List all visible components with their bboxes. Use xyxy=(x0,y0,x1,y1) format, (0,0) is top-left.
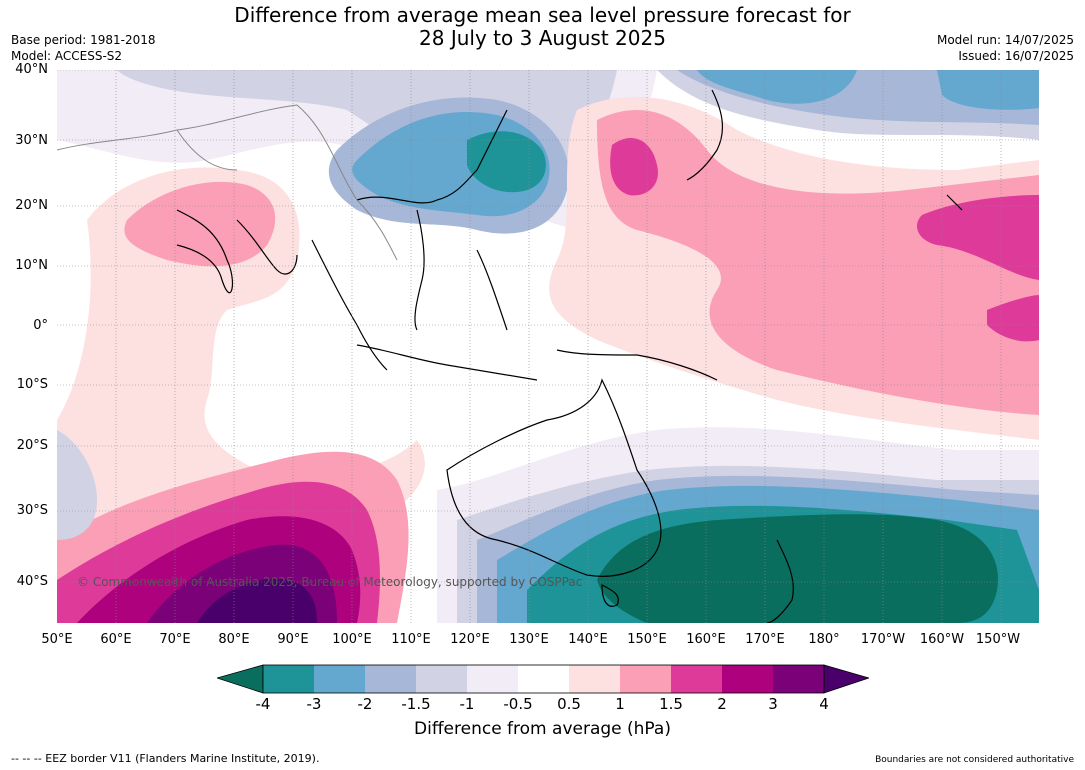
title-line-1: Difference from average mean sea level p… xyxy=(234,3,851,27)
model-run: Model run: 14/07/2025 xyxy=(936,33,1074,47)
lon-label: 150°W xyxy=(975,632,1021,647)
colorbar-tick: 2 xyxy=(717,695,727,713)
colorbar-segment xyxy=(569,665,620,693)
contour-wpac-pos-5 xyxy=(987,295,1039,342)
country-borders xyxy=(57,104,398,261)
contour-ecs-low-3 xyxy=(467,131,546,193)
lon-label: 160°W xyxy=(919,632,965,647)
boundary-disclaimer: Boundaries are not considered authoritat… xyxy=(875,755,1074,765)
lon-label: 170°E xyxy=(745,632,785,647)
lon-label: 70°E xyxy=(159,632,191,647)
colorbar-segment xyxy=(365,665,416,693)
colorbar-segment xyxy=(467,665,518,693)
map-canvas xyxy=(57,70,1039,623)
copyright-notice: © Commonwealth of Australia 2025, Bureau… xyxy=(77,575,583,589)
colorbar xyxy=(215,664,871,694)
chart-title: Difference from average mean sea level p… xyxy=(0,4,1085,50)
colorbar-segment xyxy=(416,665,467,693)
colorbar-tick: -1 xyxy=(459,695,475,713)
base-period: Base period: 1981-2018 xyxy=(11,33,156,47)
colorbar-label: Difference from average (hPa) xyxy=(414,719,671,739)
lat-label: 40°N xyxy=(15,62,48,77)
lon-label: 130°E xyxy=(509,632,549,647)
pressure-anomaly-map[interactable] xyxy=(57,70,1039,623)
title-line-2: 28 July to 3 August 2025 xyxy=(419,26,666,50)
lat-label: 10°S xyxy=(16,377,48,392)
lat-label: 30°S xyxy=(16,503,48,518)
lon-label: 140°E xyxy=(568,632,608,647)
lat-label: 40°S xyxy=(16,574,48,589)
colorbar-tick: 4 xyxy=(819,695,829,713)
colorbar-tick: -4 xyxy=(255,695,271,713)
issued-date: Issued: 16/07/2025 xyxy=(958,49,1074,63)
lat-label: 10°N xyxy=(15,258,48,273)
colorbar-tick: 1 xyxy=(615,695,625,713)
colorbar-segment xyxy=(671,665,722,693)
lon-label: 50°E xyxy=(41,632,73,647)
contour-wpac-pos-4 xyxy=(917,195,1039,280)
colorbar-segment xyxy=(314,665,365,693)
meta-left: Base period: 1981-2018 Model: ACCESS-S2 xyxy=(11,32,156,64)
colorbar-tick: -0.5 xyxy=(503,695,533,713)
colorbar-tick: 0.5 xyxy=(557,695,581,713)
lon-label: 110°E xyxy=(391,632,431,647)
lon-label: 160°E xyxy=(686,632,726,647)
lon-label: 80°E xyxy=(218,632,250,647)
lon-label: 170°W xyxy=(860,632,906,647)
contour-sio-pos-6 xyxy=(197,579,317,623)
contour-india-pos-2 xyxy=(124,181,276,267)
graticule xyxy=(57,70,1039,623)
lon-label: 100°E xyxy=(332,632,372,647)
lon-label: 120°E xyxy=(450,632,490,647)
colorbar-tick: 3 xyxy=(768,695,778,713)
lat-label: 20°N xyxy=(15,198,48,213)
coastlines xyxy=(176,89,963,623)
contour-npac-low-3 xyxy=(697,70,857,104)
colorbar-segment xyxy=(773,665,824,693)
lat-label: 0° xyxy=(33,318,48,333)
colorbar-tick: -3 xyxy=(306,695,322,713)
meta-right: Model run: 14/07/2025 Issued: 16/07/2025 xyxy=(937,32,1074,64)
colorbar-segment xyxy=(263,665,314,693)
colorbar-min-arrow xyxy=(215,664,264,694)
colorbar-tick: 1.5 xyxy=(659,695,683,713)
colorbar-segment xyxy=(518,665,569,693)
lon-label: 150°E xyxy=(627,632,667,647)
model-name: Model: ACCESS-S2 xyxy=(11,49,123,63)
lon-label: 180° xyxy=(808,632,840,647)
lat-label: 20°S xyxy=(16,438,48,453)
colorbar-tick: -1.5 xyxy=(401,695,431,713)
colorbar-tick: -2 xyxy=(357,695,373,713)
lat-label: 30°N xyxy=(15,133,48,148)
lon-label: 60°E xyxy=(100,632,132,647)
colorbar-segment xyxy=(722,665,773,693)
lon-label: 90°E xyxy=(277,632,309,647)
contour-npac-low-4 xyxy=(937,70,1039,110)
colorbar-segment xyxy=(620,665,671,693)
colorbar-max-arrow xyxy=(823,664,871,694)
contour-wpac-pos-3 xyxy=(610,137,658,196)
contour-wpac-pos-2 xyxy=(597,110,1039,415)
contour-aus-low-6 xyxy=(597,514,998,623)
eez-note: -- -- -- EEZ border V11 (Flanders Marine… xyxy=(11,752,320,765)
contour-wio-neg xyxy=(57,430,97,540)
